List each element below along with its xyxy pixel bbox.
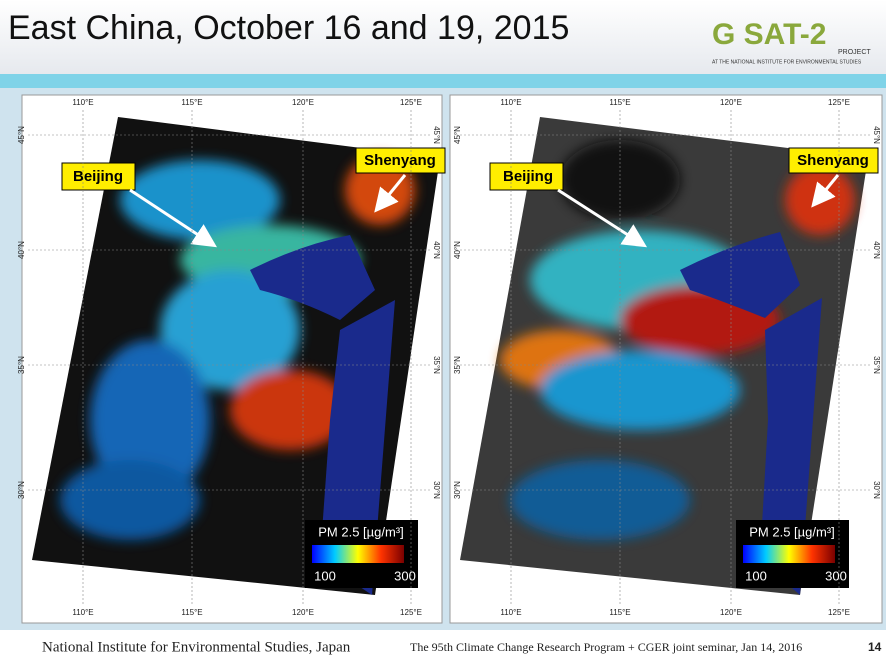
lat-label: 35°N (432, 356, 441, 374)
lat-label: 35°N (872, 356, 881, 374)
logo-project: PROJECT (838, 49, 871, 56)
lat-label: 45°N (872, 126, 881, 144)
lat-label: 45°N (432, 126, 441, 144)
logo: G SAT-2 (712, 18, 826, 51)
city-label: Beijing (73, 168, 123, 185)
logo-institute: AT THE NATIONAL INSTITUTE FOR ENVIRONMEN… (712, 59, 862, 65)
lat-label: 30°N (17, 481, 26, 499)
legend-title: PM 2.5 [µg/m³] (318, 524, 404, 539)
lon-label: 115°E (181, 608, 202, 617)
lon-label: 125°E (400, 608, 422, 617)
lat-label: 30°N (872, 481, 881, 499)
footer-event: The 95th Climate Change Research Program… (410, 640, 802, 654)
lon-label: 120°E (292, 608, 314, 617)
lat-label: 40°N (432, 241, 441, 259)
legend-title: PM 2.5 [µg/m³] (749, 524, 835, 539)
map-panel: 110°E 115°E 120°E 125°E 110°E 115°E 120°E 125°E… (449, 94, 883, 624)
lon-label: 115°E (609, 98, 630, 107)
city-label: Shenyang (797, 152, 869, 169)
lat-label: 45°N (17, 126, 26, 144)
title: East China, October 16 and 19, 2015 (8, 9, 569, 47)
footer-institute: National Institute for Environmental Stu… (42, 639, 351, 655)
lat-label: 35°N (453, 356, 462, 374)
lon-label: 115°E (181, 98, 202, 107)
lon-label: 110°E (500, 608, 521, 617)
lon-label: 110°E (72, 608, 93, 617)
page-number: 14 (868, 640, 882, 654)
lon-label: 125°E (828, 608, 850, 617)
lat-label: 30°N (453, 481, 462, 499)
legend-max: 300 (825, 568, 847, 583)
header-stripe (0, 74, 886, 88)
lon-label: 110°E (72, 98, 93, 107)
legend-min: 100 (314, 568, 336, 583)
lon-label: 120°E (720, 98, 742, 107)
lon-label: 120°E (292, 98, 314, 107)
legend-max: 300 (394, 568, 416, 583)
lon-label: 120°E (720, 608, 742, 617)
lon-label: 115°E (609, 608, 630, 617)
footer-bar (0, 630, 886, 664)
lat-label: 40°N (17, 241, 26, 259)
lat-label: 35°N (17, 356, 26, 374)
city-label: Beijing (503, 168, 553, 185)
lat-label: 30°N (432, 481, 441, 499)
lon-label: 125°E (828, 98, 850, 107)
lat-label: 40°N (872, 241, 881, 259)
header-bar (0, 0, 886, 74)
lat-label: 40°N (453, 241, 462, 259)
lon-label: 110°E (500, 98, 521, 107)
lat-label: 45°N (453, 126, 462, 144)
legend-min: 100 (745, 568, 767, 583)
map-panel: 110°E 115°E 120°E 125°E 110°E 115°E 120°E 125°E… (17, 94, 446, 624)
lon-label: 125°E (400, 98, 422, 107)
city-label: Shenyang (364, 152, 436, 169)
